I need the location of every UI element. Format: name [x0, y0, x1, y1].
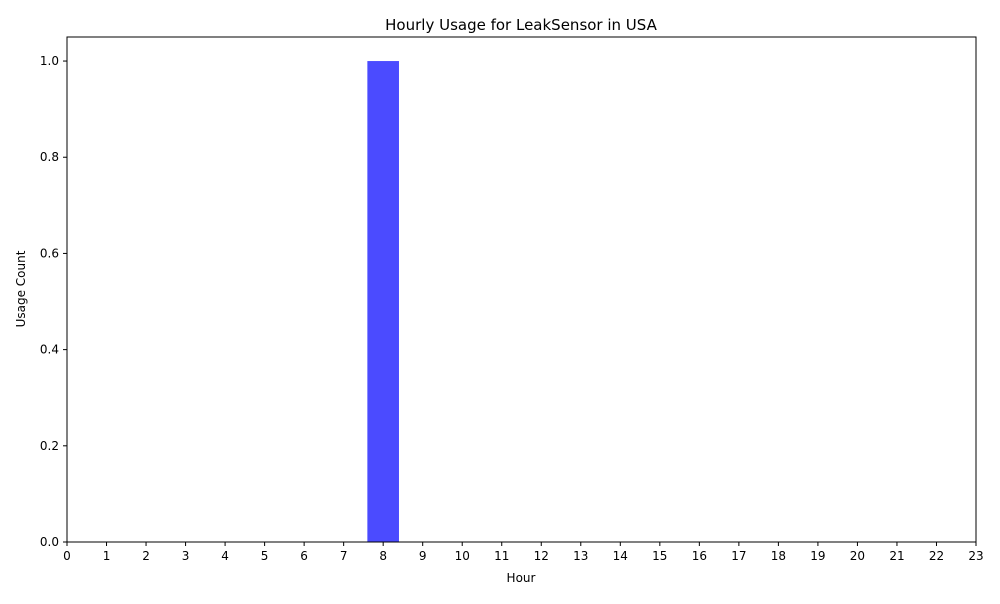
plot-frame — [66, 36, 977, 543]
x-tick-label: 6 — [300, 549, 308, 563]
x-tick-label: 19 — [810, 549, 825, 563]
y-tick-label: 0.4 — [40, 343, 59, 357]
x-tick-label: 20 — [850, 549, 865, 563]
x-tick-label: 1 — [103, 549, 111, 563]
x-tick-label: 15 — [652, 549, 667, 563]
x-tick-label: 7 — [340, 549, 348, 563]
x-axis: 0 1 2 3 4 5 6 7 8 9 10 11 12 13 14 15 16 17 18 19 20 21 22 23 — [63, 542, 984, 563]
x-tick-label: 5 — [261, 549, 269, 563]
x-tick-label: 0 — [63, 549, 71, 563]
chart-title: Hourly Usage for LeakSensor in USA — [385, 16, 657, 34]
x-tick-label: 13 — [573, 549, 588, 563]
x-tick-label: 11 — [494, 549, 509, 563]
y-tick-label: 1.0 — [40, 54, 59, 68]
x-tick-label: 23 — [968, 549, 983, 563]
y-axis: 0.0 0.2 0.4 0.6 0.8 1.0 — [40, 54, 67, 549]
x-tick-label: 10 — [455, 549, 470, 563]
x-tick-label: 16 — [692, 549, 707, 563]
y-tick-label: 0.0 — [40, 535, 59, 549]
x-tick-label: 22 — [929, 549, 944, 563]
bar-hour-8 — [367, 61, 399, 543]
x-tick-label: 3 — [182, 549, 190, 563]
bars-layer — [367, 61, 399, 543]
x-tick-label: 12 — [534, 549, 549, 563]
y-tick-label: 0.2 — [40, 439, 59, 453]
x-tick-label: 18 — [771, 549, 786, 563]
x-tick-label: 9 — [419, 549, 427, 563]
y-tick-label: 0.6 — [40, 246, 59, 260]
x-tick-label: 8 — [379, 549, 387, 563]
x-axis-label: Hour — [507, 571, 536, 585]
y-tick-label: 0.8 — [40, 150, 59, 164]
y-axis-label: Usage Count — [14, 250, 28, 327]
x-tick-label: 14 — [613, 549, 628, 563]
x-tick-label: 2 — [142, 549, 150, 563]
x-tick-label: 17 — [731, 549, 746, 563]
x-tick-label: 21 — [889, 549, 904, 563]
x-tick-label: 4 — [221, 549, 229, 563]
